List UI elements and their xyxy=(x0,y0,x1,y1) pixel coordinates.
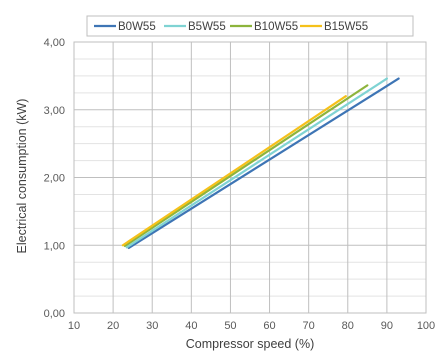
series-line-b0w55 xyxy=(127,77,400,250)
x-tick-label: 40 xyxy=(185,320,197,332)
legend: B0W55 B5W55 B10W55 B15W55 xyxy=(86,15,414,37)
x-tick-label: 20 xyxy=(107,320,119,332)
x-tick-label: 80 xyxy=(342,320,354,332)
legend-label-b5w55: B5W55 xyxy=(188,21,226,33)
legend-label-b0w55: B0W55 xyxy=(118,21,156,33)
y-tick-label: 0,00 xyxy=(44,308,65,320)
plot-area-frame xyxy=(73,41,427,314)
y-tick-label: 2,00 xyxy=(44,173,65,185)
x-tick-label: 60 xyxy=(263,320,275,332)
x-tick-label: 100 xyxy=(417,320,435,332)
x-axis-title: Compressor speed (%) xyxy=(186,337,315,351)
legend-label-b15w55: B15W55 xyxy=(324,21,368,33)
x-tick-label: 70 xyxy=(303,320,315,332)
series-line-b10w55 xyxy=(123,84,369,248)
x-tick-label: 90 xyxy=(381,320,393,332)
legend-label-b10w55: B10W55 xyxy=(254,21,298,33)
series-line-b5w55 xyxy=(125,77,388,249)
x-tick-label: 30 xyxy=(146,320,158,332)
y-tick-label: 4,00 xyxy=(44,37,65,49)
y-tick-label: 3,00 xyxy=(44,105,65,117)
y-tick-label: 1,00 xyxy=(44,240,65,252)
y-axis-title: Electrical consumption (kW) xyxy=(15,99,29,254)
x-tick-label: 50 xyxy=(224,320,236,332)
series-line-b15w55 xyxy=(121,95,347,247)
x-tick-label: 10 xyxy=(68,320,80,332)
